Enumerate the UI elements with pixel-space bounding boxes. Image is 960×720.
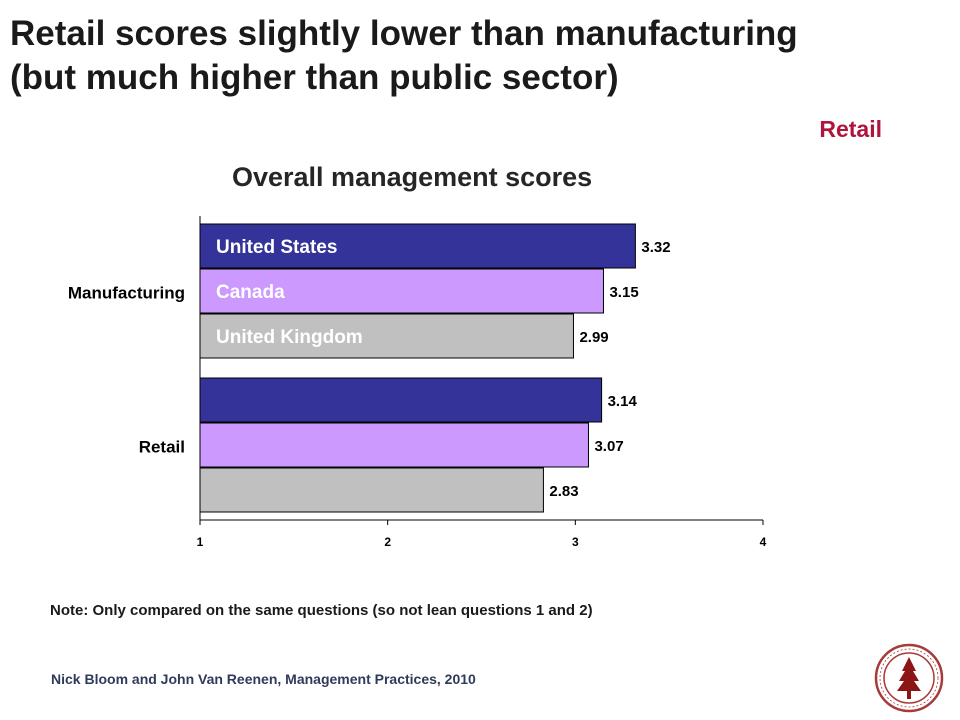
series-label-united-states: United States bbox=[216, 237, 337, 258]
series-label-united-kingdom: United Kingdom bbox=[216, 327, 363, 348]
x-tick-label-3: 3 bbox=[572, 535, 579, 549]
value-label-manufacturing-united-kingdom: 2.99 bbox=[579, 329, 608, 346]
bar-chart: 3.32 United States 3.15 Canada 2.99 United Ki… bbox=[68, 216, 767, 549]
value-label-retail-united-kingdom: 2.83 bbox=[549, 483, 578, 500]
slide-title: Retail scores slightly lower than manufa… bbox=[10, 12, 940, 100]
chart-title: Overall management scores bbox=[232, 162, 593, 192]
slide-title-line-1: Retail scores slightly lower than manufa… bbox=[10, 14, 798, 53]
bar-manufacturing-united-kingdom bbox=[199, 313, 574, 359]
value-label-manufacturing-united-states: 3.32 bbox=[641, 239, 670, 256]
source-citation: Nick Bloom and John Van Reenen, Manageme… bbox=[51, 671, 476, 687]
value-label-retail-canada: 3.07 bbox=[594, 438, 623, 455]
category-label-retail: Retail bbox=[139, 438, 185, 457]
bar-manufacturing-canada bbox=[199, 268, 604, 314]
category-label-manufacturing: Manufacturing bbox=[68, 284, 185, 303]
x-tick-label-2: 2 bbox=[384, 535, 391, 549]
x-tick-label-1: 1 bbox=[197, 535, 204, 549]
value-label-retail-united-states: 3.14 bbox=[608, 393, 638, 410]
series-label-canada: Canada bbox=[216, 282, 285, 303]
x-tick-label-4: 4 bbox=[760, 535, 767, 549]
bar-retail-united-kingdom bbox=[199, 467, 544, 513]
value-label-manufacturing-canada: 3.15 bbox=[609, 284, 638, 301]
bar-manufacturing-united-states bbox=[199, 223, 636, 269]
university-seal-logo bbox=[874, 643, 944, 713]
bar-retail-canada bbox=[199, 422, 589, 468]
footnote: Note: Only compared on the same question… bbox=[50, 602, 593, 619]
bar-retail-united-states bbox=[199, 377, 603, 423]
section-tag: Retail bbox=[819, 116, 882, 142]
slide-title-line-2: (but much higher than public sector) bbox=[10, 58, 619, 97]
